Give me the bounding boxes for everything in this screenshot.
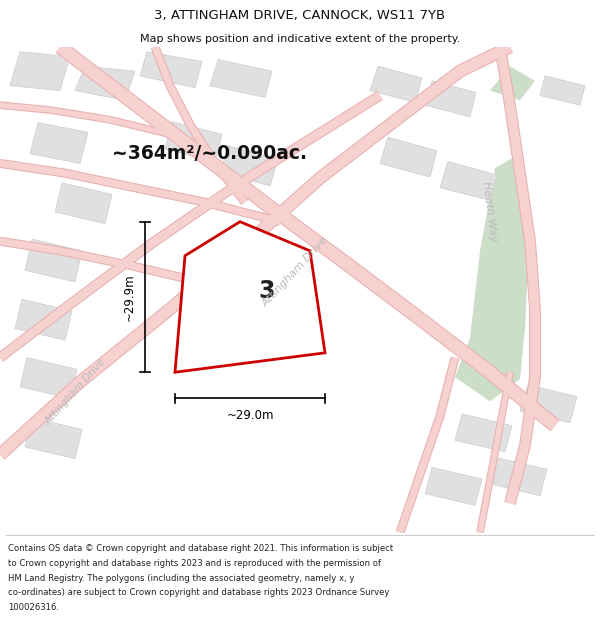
Text: 3: 3 bbox=[259, 279, 275, 302]
Text: HM Land Registry. The polygons (including the associated geometry, namely x, y: HM Land Registry. The polygons (includin… bbox=[8, 574, 354, 582]
Polygon shape bbox=[175, 222, 325, 372]
Polygon shape bbox=[490, 66, 535, 100]
Polygon shape bbox=[520, 385, 577, 423]
Polygon shape bbox=[165, 122, 222, 161]
Polygon shape bbox=[440, 161, 497, 201]
Polygon shape bbox=[425, 468, 482, 505]
Text: 100026316.: 100026316. bbox=[8, 603, 59, 612]
Text: Attingham Drive: Attingham Drive bbox=[43, 356, 107, 427]
Polygon shape bbox=[490, 458, 547, 496]
Text: Heath Way: Heath Way bbox=[481, 181, 499, 243]
Polygon shape bbox=[15, 299, 72, 340]
Polygon shape bbox=[25, 239, 82, 282]
Text: co-ordinates) are subject to Crown copyright and database rights 2023 Ordnance S: co-ordinates) are subject to Crown copyr… bbox=[8, 589, 389, 598]
Text: Contains OS data © Crown copyright and database right 2021. This information is : Contains OS data © Crown copyright and d… bbox=[8, 544, 393, 553]
Polygon shape bbox=[370, 66, 422, 102]
Text: ~29.0m: ~29.0m bbox=[226, 409, 274, 422]
Polygon shape bbox=[25, 418, 82, 459]
Polygon shape bbox=[55, 183, 112, 224]
Text: ~29.9m: ~29.9m bbox=[122, 273, 136, 321]
Text: Attingham Drive: Attingham Drive bbox=[260, 235, 330, 309]
Polygon shape bbox=[220, 146, 278, 186]
Polygon shape bbox=[380, 138, 437, 177]
Text: 3, ATTINGHAM DRIVE, CANNOCK, WS11 7YB: 3, ATTINGHAM DRIVE, CANNOCK, WS11 7YB bbox=[154, 9, 446, 22]
Polygon shape bbox=[455, 154, 530, 401]
Polygon shape bbox=[425, 81, 476, 117]
Text: ~364m²/~0.090ac.: ~364m²/~0.090ac. bbox=[113, 144, 308, 163]
Polygon shape bbox=[75, 66, 135, 100]
Text: to Crown copyright and database rights 2023 and is reproduced with the permissio: to Crown copyright and database rights 2… bbox=[8, 559, 381, 568]
Polygon shape bbox=[20, 357, 77, 399]
Polygon shape bbox=[210, 59, 272, 98]
Polygon shape bbox=[540, 76, 585, 105]
Polygon shape bbox=[140, 52, 202, 88]
Polygon shape bbox=[10, 52, 70, 91]
Text: Map shows position and indicative extent of the property.: Map shows position and indicative extent… bbox=[140, 34, 460, 44]
Polygon shape bbox=[30, 122, 88, 163]
Polygon shape bbox=[455, 414, 512, 452]
